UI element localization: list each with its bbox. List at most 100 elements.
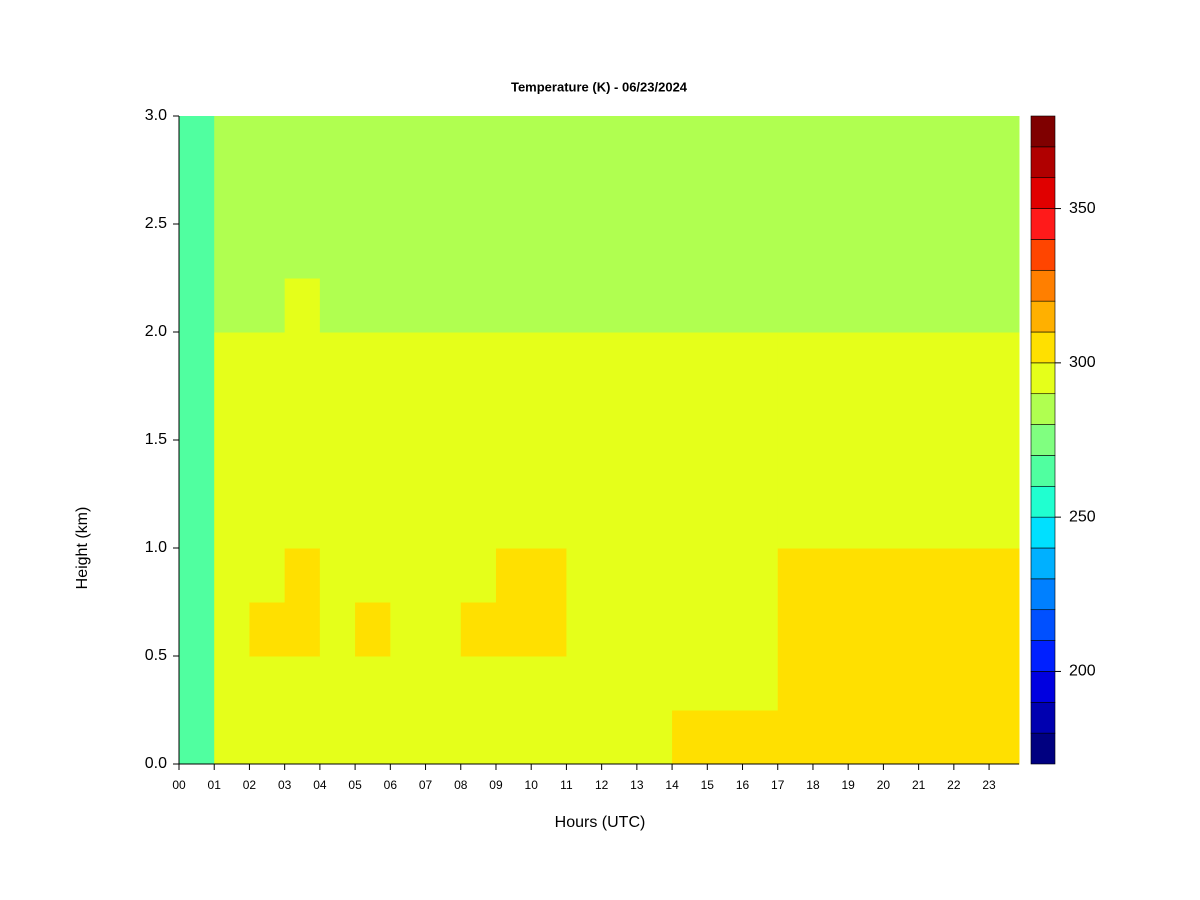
heatmap-cell — [672, 224, 708, 279]
heatmap-cell — [707, 440, 744, 495]
heatmap-cell — [495, 278, 532, 333]
heatmap-cell — [848, 116, 884, 171]
heatmap-cell — [953, 602, 990, 657]
heatmap-cell — [777, 440, 814, 495]
colorbar-tick-label: 250 — [1069, 508, 1096, 525]
heatmap-cell — [319, 278, 356, 333]
heatmap-cell — [812, 494, 849, 549]
heatmap-cell — [777, 332, 814, 387]
heatmap-cell — [425, 170, 462, 225]
heatmap-cell — [918, 440, 955, 495]
heatmap-cell — [249, 386, 286, 441]
heatmap-cell — [460, 602, 497, 657]
heatmap-cell — [425, 386, 462, 441]
heatmap-cell — [531, 278, 567, 333]
heatmap-cell — [707, 602, 744, 657]
heatmap-cell — [390, 602, 427, 657]
heatmap-cell — [812, 710, 849, 765]
heatmap-cell — [425, 224, 462, 279]
x-tick-label: 15 — [701, 778, 715, 792]
heatmap-cell — [918, 116, 955, 171]
heatmap-cell — [812, 548, 849, 603]
colorbar-bin — [1030, 331, 1056, 364]
x-tick-label: 05 — [348, 778, 362, 792]
y-tick-label: 1.0 — [145, 539, 167, 556]
heatmap-cell — [214, 548, 250, 603]
heatmap-cell — [495, 656, 532, 711]
heatmap-cell — [848, 494, 884, 549]
heatmap-cell — [566, 278, 603, 333]
colorbar-bin — [1030, 640, 1056, 672]
colorbar-bin — [1030, 424, 1056, 456]
heatmap-cell — [636, 440, 673, 495]
heatmap-cell — [812, 116, 849, 171]
heatmap-cell — [918, 710, 955, 765]
heatmap-cell — [672, 332, 708, 387]
heatmap-cell — [179, 602, 215, 657]
x-tick-label: 01 — [208, 778, 222, 792]
x-tick-label: 17 — [771, 778, 785, 792]
heatmap-cell — [249, 602, 286, 657]
heatmap-cell — [460, 224, 497, 279]
heatmap-cell — [284, 332, 321, 387]
heatmap-cell — [531, 710, 567, 765]
heatmap-cell — [918, 332, 955, 387]
heatmap-cell — [989, 116, 1020, 171]
heatmap-cell — [355, 386, 391, 441]
heatmap-cell — [812, 602, 849, 657]
heatmap-cell — [390, 224, 427, 279]
heatmap-cell — [953, 278, 990, 333]
x-tick-label: 00 — [172, 778, 186, 792]
x-tick-label: 03 — [278, 778, 292, 792]
heatmap-cell — [531, 548, 567, 603]
heatmap-cell — [742, 332, 779, 387]
heatmap-cell — [742, 602, 779, 657]
heatmap-cell — [179, 440, 215, 495]
heatmap-cell — [953, 332, 990, 387]
heatmap-cell — [953, 170, 990, 225]
heatmap-cell — [566, 332, 603, 387]
heatmap-cell — [707, 224, 744, 279]
heatmap-cell — [953, 710, 990, 765]
heatmap-cell — [672, 440, 708, 495]
heatmap-cell — [214, 224, 250, 279]
heatmap-cell — [636, 656, 673, 711]
heatmap-cell — [953, 494, 990, 549]
heatmap-cell — [989, 224, 1020, 279]
heatmap-cell — [601, 116, 638, 171]
heatmap-cell — [319, 656, 356, 711]
heatmap-cell — [918, 548, 955, 603]
x-tick-label: 14 — [665, 778, 679, 792]
x-tick-label: 22 — [947, 778, 961, 792]
heatmap-cell — [460, 170, 497, 225]
heatmap-cell — [284, 278, 321, 333]
heatmap-cell — [390, 278, 427, 333]
x-tick-label: 13 — [630, 778, 644, 792]
heatmap-cell — [672, 170, 708, 225]
chart-title: Temperature (K) - 06/23/2024 — [511, 79, 688, 94]
heatmap-cell — [495, 332, 532, 387]
heatmap-cell — [460, 656, 497, 711]
heatmap-cell — [601, 710, 638, 765]
heatmap-cell — [179, 278, 215, 333]
heatmap-cell — [742, 494, 779, 549]
x-tick-label: 21 — [912, 778, 926, 792]
x-tick-label: 11 — [560, 778, 573, 792]
x-axis-label: Hours (UTC) — [555, 814, 646, 831]
heatmap-cell — [707, 386, 744, 441]
colorbar-bin — [1030, 362, 1056, 395]
colorbar-bin — [1030, 115, 1056, 148]
heatmap-cell — [214, 386, 250, 441]
heatmap-cell — [179, 710, 215, 765]
heatmap-cell — [179, 656, 215, 711]
heatmap-cell — [636, 116, 673, 171]
heatmap-cell — [214, 332, 250, 387]
heatmap-cell — [812, 332, 849, 387]
heatmap-cell — [918, 278, 955, 333]
heatmap-cell — [812, 440, 849, 495]
heatmap-cell — [355, 278, 391, 333]
x-tick-label: 20 — [877, 778, 891, 792]
heatmap-cell — [953, 224, 990, 279]
heatmap-cell — [495, 386, 532, 441]
x-tick-label: 23 — [982, 778, 996, 792]
